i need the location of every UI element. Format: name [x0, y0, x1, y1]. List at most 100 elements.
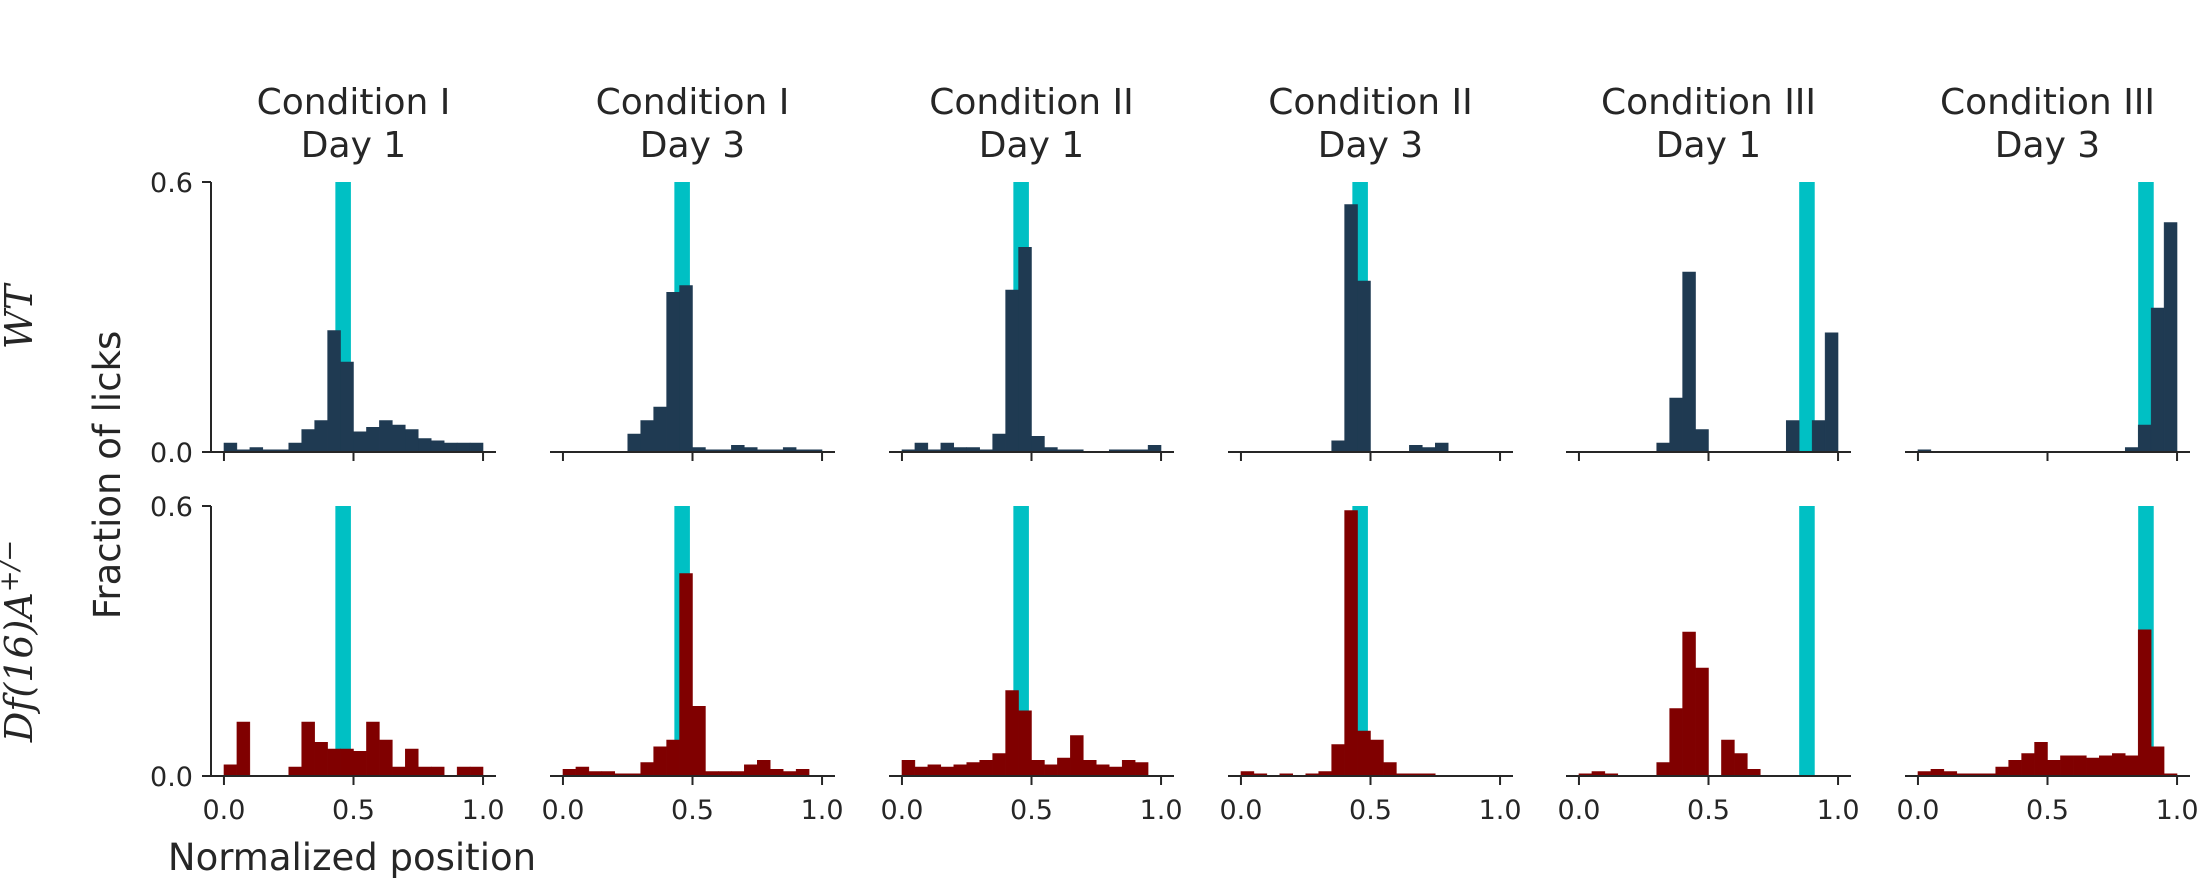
histogram-bar	[2060, 755, 2074, 777]
histogram-bar	[1147, 445, 1162, 453]
histogram-bar	[1018, 710, 1032, 777]
histogram-bar	[405, 748, 419, 777]
histogram-bar	[2150, 746, 2165, 777]
histogram-bar	[469, 766, 484, 777]
histogram-bar	[1656, 442, 1670, 453]
histogram-bar	[2034, 742, 2048, 777]
x-tick-label: 1.0	[1817, 795, 1860, 826]
panel-title-line2: Day 3	[640, 125, 745, 166]
histogram-bar	[692, 706, 706, 777]
histogram-bar	[1096, 764, 1110, 777]
histogram-bar	[314, 742, 328, 777]
panel-title-line2: Day 1	[301, 125, 406, 166]
panel-title-line1: Condition I	[596, 82, 790, 123]
x-tick-label: 1.0	[1140, 795, 1183, 826]
x-tick-label: 0.0	[1896, 795, 1939, 826]
histogram-bar	[1121, 760, 1136, 777]
reward-zone-band	[2138, 182, 2154, 452]
histogram-bar	[327, 748, 341, 777]
y-tick-label: 0.6	[150, 168, 193, 199]
histogram-bar	[979, 760, 993, 777]
histogram-bar	[679, 285, 693, 453]
histogram-bar	[1344, 510, 1358, 777]
histogram-bar	[679, 573, 693, 777]
histogram-bar	[575, 766, 590, 777]
histogram-bar	[2137, 424, 2152, 453]
histogram-bar	[236, 721, 251, 777]
histogram-bar	[1383, 762, 1397, 777]
histogram-bar	[353, 431, 367, 453]
histogram-bar	[731, 445, 745, 453]
histogram-bar	[1682, 631, 1696, 777]
histogram-bar	[2150, 307, 2165, 453]
histogram-bar	[366, 721, 380, 777]
histogram-bar	[379, 739, 393, 777]
x-tick-label: 0.5	[671, 795, 714, 826]
histogram-bar	[940, 766, 955, 777]
histogram-bar	[1785, 420, 1800, 453]
histogram-bar	[2086, 757, 2100, 777]
histogram-bar	[2099, 755, 2113, 777]
panel-title-line1: Condition III	[1601, 82, 1816, 123]
histogram-bar	[1695, 429, 1709, 453]
histogram-bar	[1134, 762, 1149, 777]
histogram-bar	[1656, 762, 1670, 777]
histogram-bar	[1031, 436, 1045, 453]
histogram-bar	[1721, 739, 1735, 777]
x-tick-label: 0.5	[2026, 795, 2069, 826]
histogram-bar	[1005, 690, 1019, 777]
histogram-bar	[1031, 760, 1045, 777]
x-tick-label: 0.0	[1219, 795, 1262, 826]
histogram-bar	[1018, 247, 1032, 453]
panel-title-line1: Condition II	[929, 82, 1133, 123]
histogram-bar	[1108, 766, 1123, 777]
x-tick-label: 0.0	[541, 795, 584, 826]
histogram-bar	[2112, 753, 2126, 777]
histogram-bar	[1669, 397, 1683, 453]
histogram-bar	[1695, 667, 1709, 777]
histogram-bar	[288, 766, 302, 777]
x-tick-label: 0.0	[202, 795, 245, 826]
x-axis-label: Normalized position	[168, 836, 536, 879]
histogram-bar	[666, 739, 680, 777]
histogram-bar	[418, 766, 432, 777]
histogram-bar	[314, 420, 328, 453]
histogram-bar	[953, 764, 967, 777]
histogram-bar	[795, 769, 810, 777]
panel-title-line1: Condition I	[257, 82, 451, 123]
histogram-bar	[2073, 755, 2087, 777]
panel-title-line1: Condition III	[1940, 82, 2155, 123]
histogram-bar	[1344, 204, 1358, 453]
histogram-bar	[992, 753, 1006, 777]
histogram-bar	[640, 762, 654, 777]
histogram-bar	[443, 442, 458, 453]
histogram-bar	[301, 721, 315, 777]
histogram-bar	[456, 766, 471, 777]
histogram-bar	[327, 330, 341, 453]
histogram-bar	[562, 769, 577, 777]
histogram-bar	[1370, 739, 1384, 777]
histogram-bar	[456, 442, 471, 453]
histogram-bar	[992, 433, 1006, 453]
histogram-bar	[640, 420, 654, 453]
x-tick-label: 0.0	[880, 795, 923, 826]
x-tick-label: 0.5	[332, 795, 375, 826]
histogram-bar	[901, 760, 916, 777]
panel-title-line2: Day 3	[1318, 125, 1423, 166]
histogram-bar	[288, 442, 302, 453]
histogram-bar	[1824, 332, 1839, 453]
reward-zone-band	[335, 506, 351, 776]
x-tick-label: 0.5	[1349, 795, 1392, 826]
histogram-bar	[418, 438, 432, 453]
x-tick-label: 1.0	[1479, 795, 1522, 826]
histogram-bar	[379, 420, 393, 453]
histogram-bar	[966, 762, 980, 777]
x-tick-label: 1.0	[801, 795, 844, 826]
panel-title-line1: Condition II	[1268, 82, 1472, 123]
panel-title-line2: Day 1	[979, 125, 1084, 166]
histogram-bar	[2163, 222, 2178, 453]
histogram-bar	[1044, 764, 1058, 777]
histogram-bar	[301, 429, 315, 453]
reward-zone-band	[1799, 506, 1815, 776]
